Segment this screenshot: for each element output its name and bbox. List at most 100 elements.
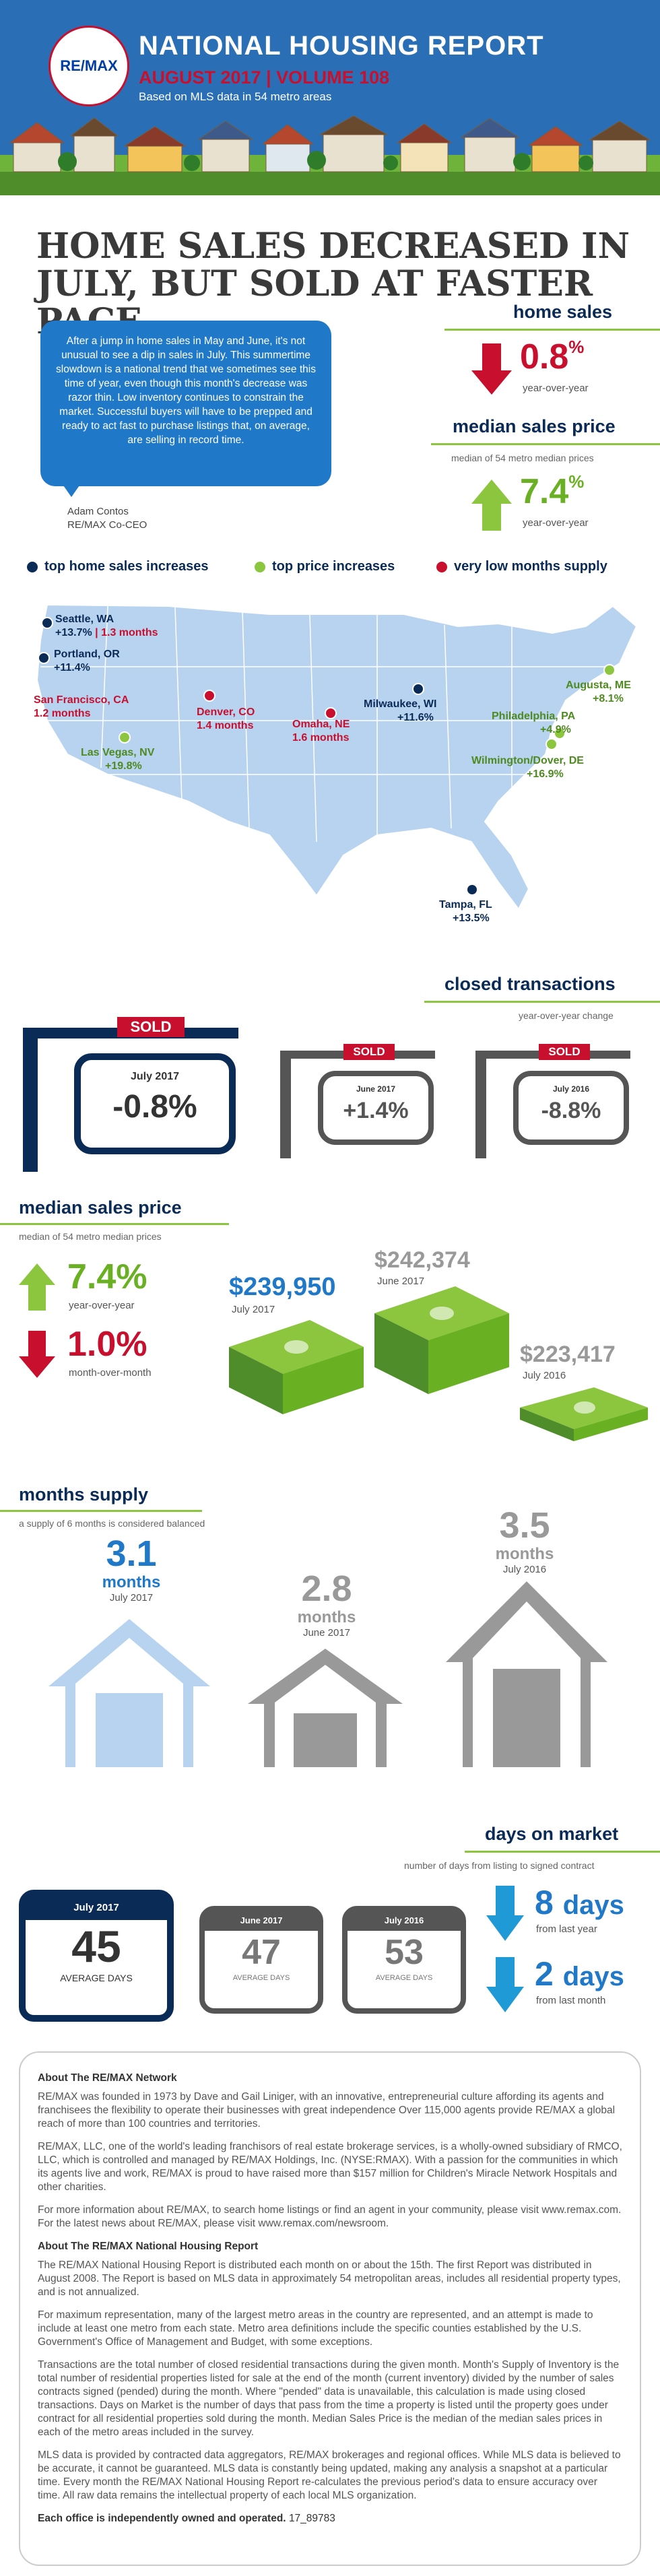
las-vegas-label: Las Vegas, NV +19.8% [81,746,154,773]
report-subtitle: Based on MLS data in 54 metro areas [139,90,332,103]
report-header: RE/MAX NATIONAL HOUSING REPORT AUGUST 20… [0,0,660,195]
down-arrow-icon [471,343,512,395]
calendar-period: July 2016 [348,1911,461,1931]
sf-value: 1.2 months [34,708,91,719]
about-network-heading: About The RE/MAX Network [38,2072,177,2084]
price-july-2017: $239,950 [229,1273,336,1301]
calendar-period: July 2017 [26,1896,167,1920]
dom-rule [465,1851,660,1853]
sign-value: -8.8% [541,1098,601,1123]
calendar-avg-label: AVERAGE DAYS [60,1973,133,1983]
up-arrow-icon [471,480,512,531]
us-map [36,603,638,911]
las-vegas-dot [119,731,131,744]
about-p4: The RE/MAX National Housing Report is di… [38,2259,621,2298]
price-june-2017: $242,374 [374,1247,470,1273]
sf-name: San Francisco, CA [34,694,129,706]
dom-change-year: 8 days [535,1883,624,1922]
supply-heading: months supply [19,1484,149,1505]
calendar-july-2016: July 2016 53 AVERAGE DAYS [342,1906,466,2014]
supply-july-2017: 3.1 months July 2017 [81,1534,182,1604]
dom-heading: days on market [485,1824,619,1844]
omaha-name: Omaha, NE [292,719,350,730]
wilmington-value: +16.9% [527,768,564,780]
calendar-avg-label: AVERAGE DAYS [375,1974,433,1982]
about-p5: For maximum representation, many of the … [38,2309,593,2348]
sold-sign-july-2016: SOLD July 2016 -8.8% [471,1044,633,1158]
about-p1: RE/MAX was founded in 1973 by Dave and G… [38,2091,616,2129]
supply-july-2016: 3.5 months July 2016 [474,1506,575,1575]
sign-value: -0.8% [112,1089,197,1125]
omaha-value: 1.6 months [292,732,350,744]
supply-period: June 2017 [302,1627,351,1639]
supply-sub: a supply of 6 months is considered balan… [19,1518,205,1529]
supply-value: 3.5 [499,1505,550,1546]
closed-rule [424,1001,660,1003]
median-price-rule [0,1223,229,1225]
house-icon [248,1649,403,1767]
about-box: About The RE/MAX Network RE/MAX was foun… [19,2051,641,2566]
augusta-dot [603,664,616,676]
about-p6: Transactions are the total number of clo… [38,2359,620,2438]
median-mom-value: 1.0% [67,1325,147,1364]
seattle-extra: 1.3 months [101,627,158,638]
calendar-value: 45 [71,1921,121,1971]
median-price-top-label: year-over-year [523,517,589,529]
seattle-dot [41,617,53,629]
las-vegas-value: +19.8% [105,760,142,772]
portland-label: Portland, OR +11.4% [54,648,120,675]
tampa-value: +13.5% [453,913,490,924]
money-stack-icon [374,1286,509,1394]
calendar-value: 53 [385,1933,424,1972]
augusta-value: +8.1% [593,693,624,704]
sign-period: June 2017 [356,1084,396,1094]
philadelphia-dot [554,727,566,739]
milwaukee-dot [412,683,424,695]
median-price-top-heading: median sales price [453,416,616,436]
price-period-june-2017: June 2017 [377,1276,425,1287]
houses-illustration [0,115,660,195]
quote-attribution: Adam Contos RE/MAX Co-CEO [67,505,147,532]
dom-sub: number of days from listing to signed co… [404,1860,595,1871]
supply-period: July 2016 [502,1564,547,1575]
quote-bubble: After a jump in home sales in May and Ju… [40,321,331,486]
down-arrow-icon [486,1886,524,1941]
legend-label: top price increases [272,559,395,574]
denver-label: Denver, CO 1.4 months [197,706,255,733]
milwaukee-label: Milwaukee, WI +11.6% [364,698,436,725]
median-yoy-value: 7.4% [67,1257,147,1296]
calendar-value: 47 [242,1933,281,1972]
supply-rule [0,1510,202,1512]
sold-sign-june-2017: SOLD June 2017 +1.4% [276,1044,438,1158]
closed-sub: year-over-year change [519,1010,614,1021]
about-p2: RE/MAX, LLC, one of the world's leading … [38,2141,622,2193]
home-sales-heading: home sales [513,302,613,322]
calendar-period: June 2017 [205,1911,318,1931]
philadelphia-label: Philadelphia, PA +4.9% [492,710,575,737]
median-price-heading: median sales price [19,1197,182,1218]
las-vegas-name: Las Vegas, NV [81,747,155,758]
calendar-avg-label: AVERAGE DAYS [232,1974,290,1982]
quote-name: Adam Contos [67,506,129,517]
price-period-july-2016: July 2016 [523,1370,566,1381]
wilmington-label: Wilmington/Dover, DE +16.9% [471,754,584,781]
legend-label: top home sales increases [44,559,209,574]
median-price-top-number: 7.4 [520,472,569,511]
dom-change-month-label: from last month [536,1995,606,2006]
median-price-top-rule [431,443,660,445]
price-july-2016: $223,417 [520,1342,616,1367]
logo-text: RE/MAX [60,57,118,74]
sign-value: +1.4% [343,1098,409,1123]
up-arrow-icon [19,1263,55,1311]
about-p3: For more information about RE/MAX, to se… [38,2204,622,2229]
median-price-top-sub: median of 54 metro median prices [451,453,594,463]
portland-name: Portland, OR [54,649,120,660]
seattle-name: Seattle, WA [55,614,114,625]
legend-dot [436,561,447,572]
philadelphia-name: Philadelphia, PA [492,711,576,722]
report-title: NATIONAL HOUSING REPORT [139,31,544,61]
supply-unit: months [495,1545,554,1563]
augusta-name: Augusta, ME [566,680,631,691]
sign-period: July 2016 [552,1084,590,1094]
home-sales-unit: % [568,337,585,357]
